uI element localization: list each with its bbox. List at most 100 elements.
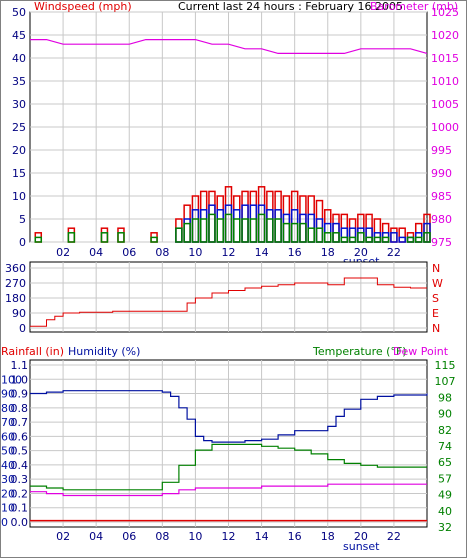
bottom-x-tick: 06 <box>122 530 136 543</box>
barometer-y-tick: 980 <box>431 213 452 226</box>
temperature-y-ticks: 32 40 49 57 65 74 82 90 98 107 115 <box>435 359 456 534</box>
top-x-tick: 22 <box>387 246 401 259</box>
top-x-tick: 16 <box>288 246 302 259</box>
barometer-y-tick: 1020 <box>431 29 459 42</box>
windspeed-label: Windspeed (mph) <box>34 0 132 13</box>
direction-y-tick: 0 <box>19 322 26 335</box>
wind-bar <box>373 236 382 243</box>
wind-bar <box>307 227 315 243</box>
direction-y-tick: 180 <box>5 292 26 305</box>
sunset-label-bottom: sunset <box>343 540 380 553</box>
bottom-x-tick: 18 <box>321 530 335 543</box>
temperature-line <box>30 443 427 491</box>
temperature-y-tick: 115 <box>435 359 456 372</box>
direction-grid <box>30 262 427 332</box>
temperature-y-tick: 90 <box>438 408 452 421</box>
wind-bar <box>406 236 415 243</box>
wind-y-ticks: 0 5 10 15 20 25 30 35 40 45 50 <box>12 6 26 249</box>
temperature-y-tick: 32 <box>438 521 452 534</box>
compass-tick: E <box>432 307 439 320</box>
top-x-tick: 14 <box>255 246 269 259</box>
wind-y-tick: 30 <box>12 98 26 111</box>
temperature-y-tick: 49 <box>438 489 452 502</box>
wind-grid <box>30 11 427 243</box>
top-x-tick: 20 <box>354 246 368 259</box>
wind-y-tick: 35 <box>12 75 26 88</box>
humidity-y-tick: 50 <box>1 445 15 458</box>
bottom-x-tick: 04 <box>89 530 103 543</box>
humidity-y-tick: 10 <box>1 502 15 515</box>
temperature-y-tick: 40 <box>438 505 452 518</box>
wind-bar <box>117 232 125 243</box>
humidity-y-tick: 90 <box>1 388 15 401</box>
humidity-y-tick: 70 <box>1 416 15 429</box>
bottom-x-tick: 02 <box>56 530 70 543</box>
bottom-x-tick: 08 <box>155 530 169 543</box>
wind-bar <box>34 236 43 243</box>
wind-bar <box>398 236 406 243</box>
wind-bar <box>67 232 76 243</box>
wind-bar <box>348 236 357 243</box>
wind-bar <box>299 222 307 243</box>
rainfall-y-tick: 0.7 <box>11 416 29 429</box>
wind-bar <box>357 232 365 243</box>
bottom-grid <box>30 360 427 527</box>
bottom-x-tick: 10 <box>188 530 202 543</box>
barometer-y-tick: 1000 <box>431 121 459 134</box>
wind-bar <box>150 236 158 243</box>
wind-bar <box>183 222 191 243</box>
rainfall-y-tick: 0.6 <box>11 430 29 443</box>
wind-bar <box>315 227 324 243</box>
wind-bar <box>290 222 299 243</box>
wind-bar <box>224 213 233 243</box>
humidity-y-tick: 30 <box>1 473 15 486</box>
wind-y-tick: 45 <box>12 29 26 42</box>
wind-bar <box>332 232 340 243</box>
wind-y-tick: 40 <box>12 52 26 65</box>
rainfall-y-ticks: 0.00.1 0.20.30.40.5 0.60.70.80.9 1.01.1 <box>11 359 29 529</box>
direction-y-tick: 360 <box>5 262 26 275</box>
wind-y-tick: 5 <box>19 213 26 226</box>
bottom-x-tick: 20 <box>354 530 368 543</box>
barometer-y-tick: 995 <box>431 144 452 157</box>
barometer-y-ticks: 975 980 985 990 995 1000 1005 1010 1015 1020 1025 <box>431 6 459 249</box>
bottom-x-tick: 16 <box>288 530 302 543</box>
temperature-y-tick: 107 <box>435 375 456 388</box>
humidity-temperature-panel: 0.00.10.20.30.40.50.60.70.80.91.01.1 010… <box>1 345 456 553</box>
barometer-line <box>30 39 428 54</box>
rainfall-y-tick: 0.9 <box>11 388 29 401</box>
direction-y-ticks: 0 90 180 270 360 <box>5 262 26 335</box>
wind-bar <box>249 218 258 243</box>
top-x-tick: 18 <box>321 246 335 259</box>
wind-bar <box>191 218 200 243</box>
wind-y-tick: 20 <box>12 144 26 157</box>
humidity-y-tick: 20 <box>1 487 15 500</box>
humidity-line <box>30 390 428 443</box>
rainfall-y-tick: 1.1 <box>11 359 29 372</box>
wind-bars <box>34 186 431 243</box>
humidity-y-tick: 80 <box>1 402 15 415</box>
wind-bar <box>199 218 208 243</box>
temperature-y-tick: 82 <box>438 424 452 437</box>
top-x-tick: 04 <box>89 246 103 259</box>
temperature-y-tick: 65 <box>438 456 452 469</box>
rainfall-label: Rainfall (in) <box>1 345 64 358</box>
wind-bar <box>257 213 266 243</box>
humidity-y-tick: 40 <box>1 459 15 472</box>
top-x-tick: 08 <box>155 246 169 259</box>
temperature-y-tick: 98 <box>438 391 452 404</box>
barometer-y-tick: 1005 <box>431 98 459 111</box>
wind-bar <box>324 232 332 243</box>
bottom-x-tick: 12 <box>222 530 236 543</box>
temperature-label: Temperature (°F) <box>312 345 407 358</box>
wind-bar <box>233 218 241 243</box>
barometer-y-tick: 1025 <box>431 6 459 19</box>
wind-bar <box>274 218 282 243</box>
wind-bar <box>390 232 398 243</box>
wind-bar <box>381 236 390 243</box>
rainfall-y-tick: 0.4 <box>11 459 29 472</box>
